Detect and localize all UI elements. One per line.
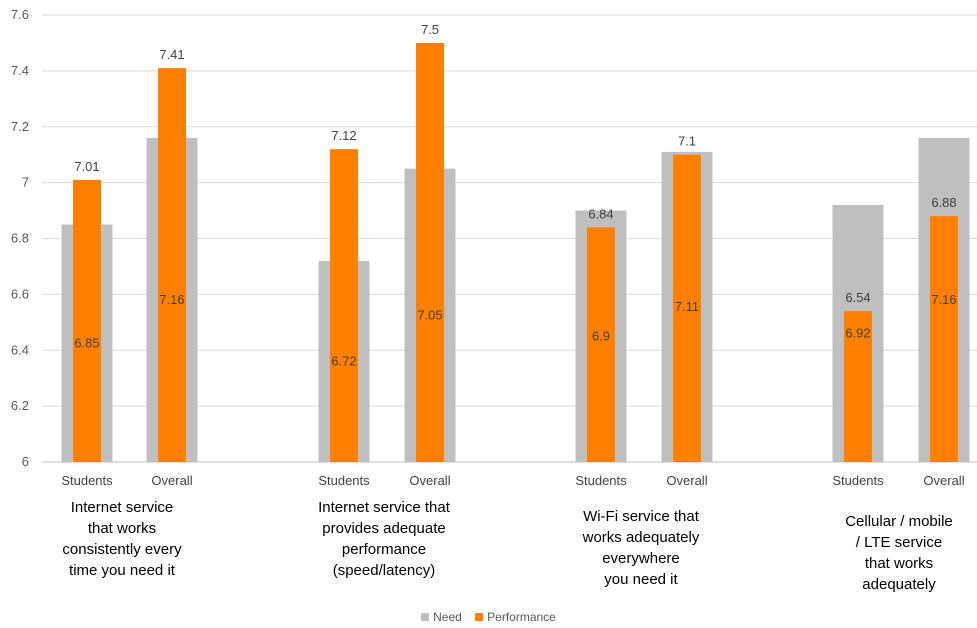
performance-bar [416,42,444,462]
performance-bar [158,68,186,463]
performance-bar [673,154,701,462]
x-category-label: Students [61,473,113,488]
legend-swatch-performance [475,613,484,621]
y-tick-label: 6.6 [11,286,29,301]
group-label-wifi: Wi-Fi service that works adequately ever… [582,508,700,588]
x-category-label: Students [318,473,370,488]
performance-data-label: 7.12 [331,128,356,143]
performance-data-label: 7.5 [421,22,439,37]
y-tick-label: 7 [22,175,29,190]
data-labels: 7.01 6.85 7.41 7.16 7.12 6.72 7.5 7.05 6.84 6.9 7.… [74,22,956,368]
performance-data-label: 7.41 [159,47,184,62]
legend-item-need: Need [421,610,462,624]
group-label-cellular: Cellular / mobile / LTE service that wor… [845,513,953,593]
legend: Need Performance [0,610,977,624]
x-category-label: Students [832,473,884,488]
performance-data-label: 7.1 [678,134,696,149]
performance-data-label: 6.54 [845,290,870,305]
need-data-label: 6.92 [845,325,870,340]
legend-label-need: Need [433,610,462,624]
need-bars [61,137,970,463]
performance-data-label: 6.88 [931,195,956,210]
y-tick-label: 7.6 [11,7,29,22]
performance-data-label: 7.01 [74,159,99,174]
gridlines [42,14,977,463]
y-tick-label: 6.8 [11,231,29,246]
x-category-label: Overall [409,473,450,488]
legend-swatch-need [421,613,430,621]
x-category-label: Overall [923,473,964,488]
performance-bar [587,227,615,462]
performance-bar [844,311,872,462]
x-category-label: Overall [666,473,707,488]
y-axis-ticks: 6 6.2 6.4 6.6 6.8 7 7.2 7.4 7.6 [11,7,29,469]
x-axis-categories: Students Overall Students Overall Students Ov… [61,473,964,488]
y-tick-label: 6.2 [11,398,29,413]
need-data-label: 6.72 [331,353,356,368]
performance-bars [73,42,958,463]
performance-data-label: 6.84 [588,206,613,221]
need-data-label: 7.16 [931,292,956,307]
x-category-label: Students [575,473,627,488]
need-data-label: 7.16 [159,292,184,307]
x-category-label: Overall [151,473,192,488]
performance-bar [330,149,358,462]
y-tick-label: 6 [22,454,29,469]
need-data-label: 6.85 [74,335,99,350]
need-data-label: 7.11 [675,299,699,314]
legend-item-performance: Performance [475,610,556,624]
legend-label-performance: Performance [487,610,556,624]
y-tick-label: 6.4 [11,342,29,357]
performance-bar [73,179,101,463]
y-tick-label: 7.4 [11,63,29,78]
performance-bar [930,216,958,462]
need-data-label: 6.9 [592,328,610,343]
group-label-internet-performance: Internet service that provides adequate … [318,499,450,579]
y-tick-label: 7.2 [11,119,29,134]
need-data-label: 7.05 [417,307,442,322]
group-label-internet-consistent: Internet service that works consistently… [62,499,182,579]
